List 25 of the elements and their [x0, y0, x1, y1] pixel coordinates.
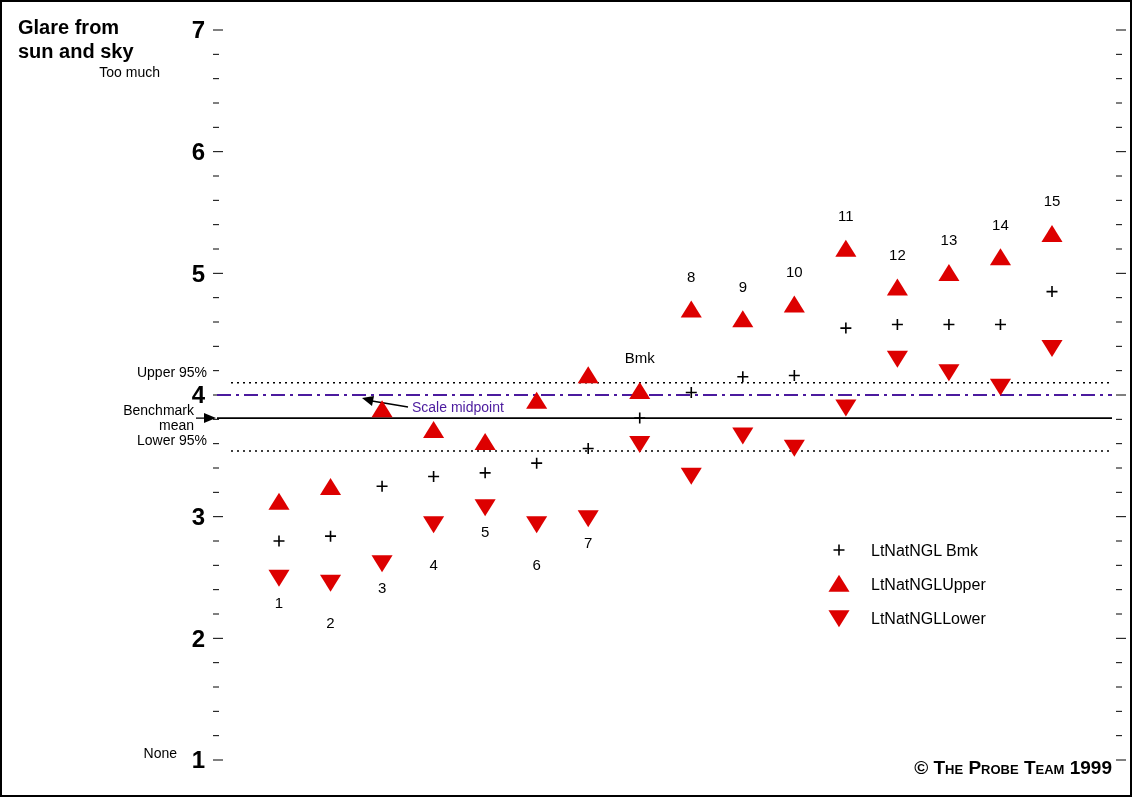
- ref-line-label: Lower 95%: [136, 431, 207, 448]
- y-tick-label: 3: [191, 503, 205, 531]
- x-tick-label: 10: [785, 262, 803, 280]
- text: Too much: [99, 64, 160, 81]
- y-tick-label: 6: [191, 138, 205, 166]
- x-tick-label: 9: [738, 277, 747, 295]
- y-tick-label: 2: [191, 624, 205, 652]
- chart-title: Glare from sun and sky: [18, 16, 135, 62]
- y-tick-label: 1: [191, 746, 205, 774]
- ref-line-label: Upper 95%: [136, 363, 207, 380]
- x-tick-label: 13: [940, 231, 958, 249]
- text: None: [143, 745, 178, 761]
- y-tick-label: 7: [191, 16, 205, 44]
- annotation: © The Probe Team 1999: [914, 757, 1112, 778]
- x-tick-label: 15: [1043, 192, 1061, 210]
- x-tick-label: 14: [992, 215, 1009, 233]
- x-tick-label: 11: [838, 207, 854, 224]
- legend-label: LtNatNGLLower: [871, 609, 987, 627]
- x-tick-label: 12: [889, 245, 906, 263]
- ref-line-label: Scale midpoint: [412, 399, 504, 415]
- ref-line-label: Benchmark mean: [123, 402, 195, 434]
- legend-label: LtNatNGL Bmk: [871, 541, 979, 559]
- x-tick-label: 8: [687, 267, 696, 285]
- x-tick-label: Bmk: [624, 349, 656, 367]
- legend-label: LtNatNGLUpper: [871, 575, 987, 593]
